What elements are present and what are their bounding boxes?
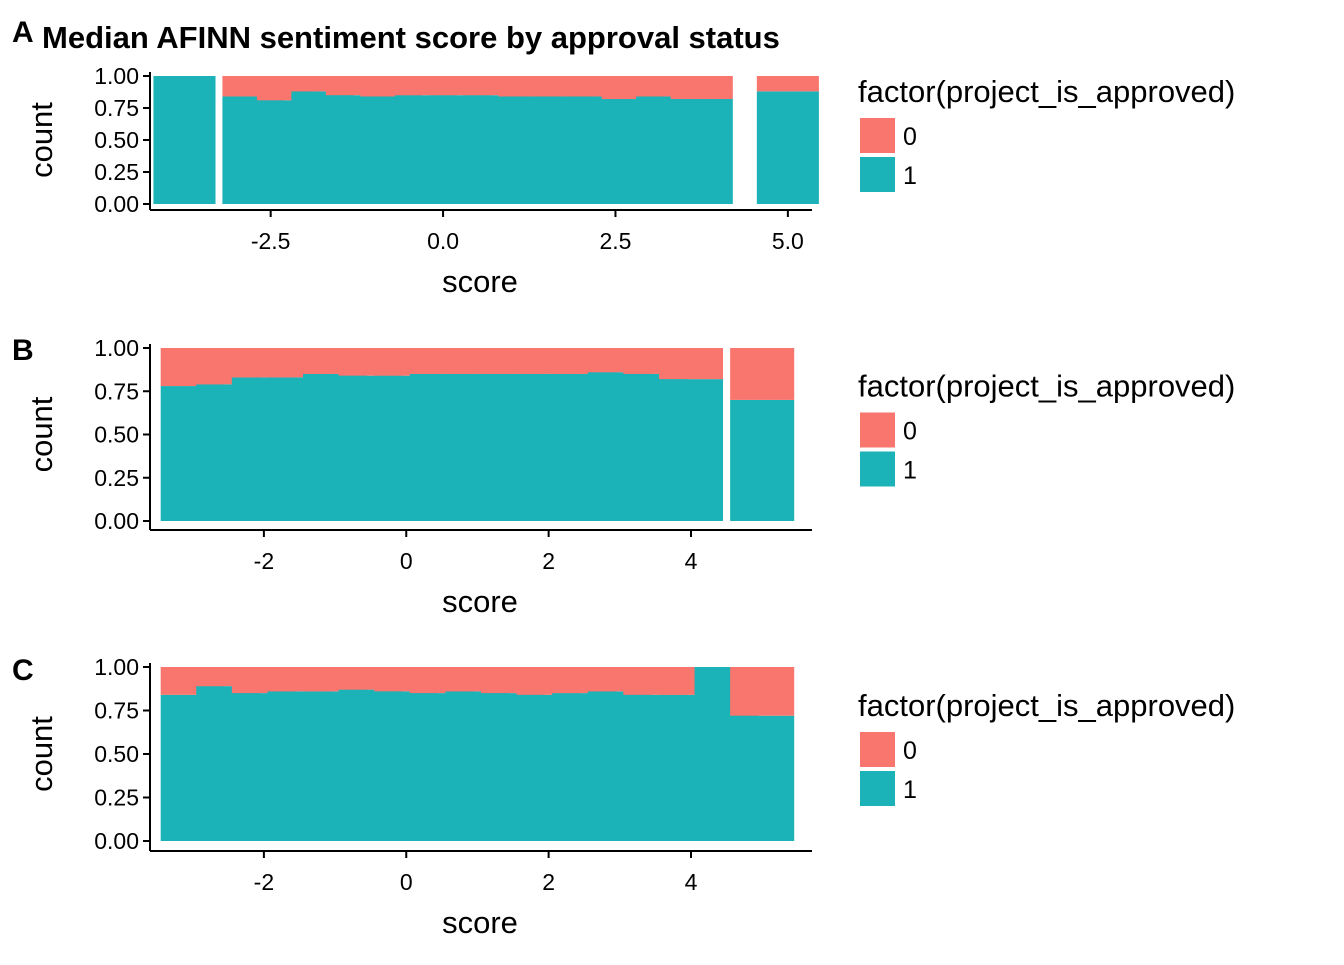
legend-label-1: 1 [903,162,917,190]
legend-label-0: 0 [903,123,917,151]
y-axis-title: count [24,716,59,792]
y-tick-label: 1.00 [94,335,139,361]
legend-swatch-0 [860,412,895,448]
figure-title: Median AFINN sentiment score by approval… [42,20,780,55]
bar-segment-approved [658,379,724,521]
panel-label: A [12,16,34,49]
legend-title: factor(project_is_approved) [858,369,1235,404]
bar-segment-not-approved [658,348,724,380]
bar-segment-approved [153,76,216,204]
y-tick-label: 0.50 [94,422,139,448]
y-tick-label: 0.00 [94,508,139,534]
legend-swatch-1 [860,451,895,487]
y-tick-label: 0.25 [94,785,139,811]
panel-label: C [12,654,34,687]
legend-swatch-1 [860,157,895,192]
x-tick-label: 2 [542,548,555,574]
x-tick-label: 0.0 [427,228,459,254]
bar-segment-approved [756,91,819,204]
legend-swatch-0 [860,732,895,767]
y-tick-label: 0.75 [94,378,139,404]
y-tick-label: 0.75 [94,95,139,121]
x-tick-label: 2 [542,869,555,895]
x-tick-label: -2 [254,869,274,895]
x-tick-label: 0 [400,869,413,895]
y-tick-label: 0.25 [94,465,139,491]
bar-segment-not-approved [730,348,795,400]
legend-label-1: 1 [903,776,917,804]
bar-segment-approved [730,399,795,521]
y-axis-title: count [24,396,59,472]
x-tick-label: 2.5 [599,228,631,254]
x-tick-label: 4 [685,869,698,895]
x-tick-label: 5.0 [772,228,804,254]
y-tick-label: 0.00 [94,828,139,854]
y-tick-label: 0.50 [94,741,139,767]
x-axis-title: score [442,584,518,619]
x-tick-label: 0 [400,548,413,574]
legend-label-1: 1 [903,457,917,485]
bar-segment-not-approved [756,76,819,92]
y-tick-label: 0.00 [94,191,139,217]
legend-swatch-0 [860,118,895,153]
legend-swatch-1 [860,771,895,806]
x-tick-label: 4 [685,548,698,574]
legend-label-0: 0 [903,418,917,446]
x-tick-label: -2.5 [251,228,291,254]
bar-segment-not-approved [670,76,733,100]
y-tick-label: 1.00 [94,63,139,89]
legend-title: factor(project_is_approved) [858,74,1235,109]
legend-title: factor(project_is_approved) [858,688,1235,723]
y-tick-label: 1.00 [94,654,139,680]
y-tick-label: 0.50 [94,127,139,153]
x-axis-title: score [442,264,518,299]
x-tick-label: -2 [254,548,274,574]
y-axis-title: count [24,102,59,178]
y-tick-label: 0.75 [94,698,139,724]
legend-label-0: 0 [903,737,917,765]
y-tick-label: 0.25 [94,159,139,185]
panel-label: B [12,334,34,367]
bar-segment-approved [670,99,733,204]
x-axis-title: score [442,905,518,940]
bar-segment-not-approved [730,667,795,716]
bar-segment-approved [730,715,795,841]
